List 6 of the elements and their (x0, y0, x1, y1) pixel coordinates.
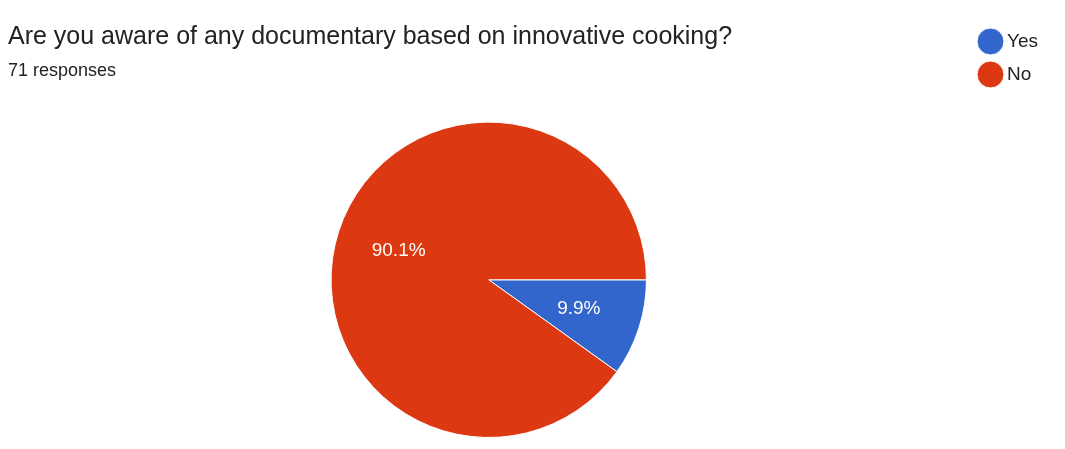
data-label: 90.1% (371, 239, 426, 261)
chart-title: Are you aware of any documentary based on innovative cooking? (8, 20, 733, 49)
text: 71 responses (8, 59, 117, 80)
legend-label: Yes (1007, 29, 1038, 51)
legend-label: No (1007, 62, 1032, 84)
data-label: 9.9% (557, 296, 601, 318)
